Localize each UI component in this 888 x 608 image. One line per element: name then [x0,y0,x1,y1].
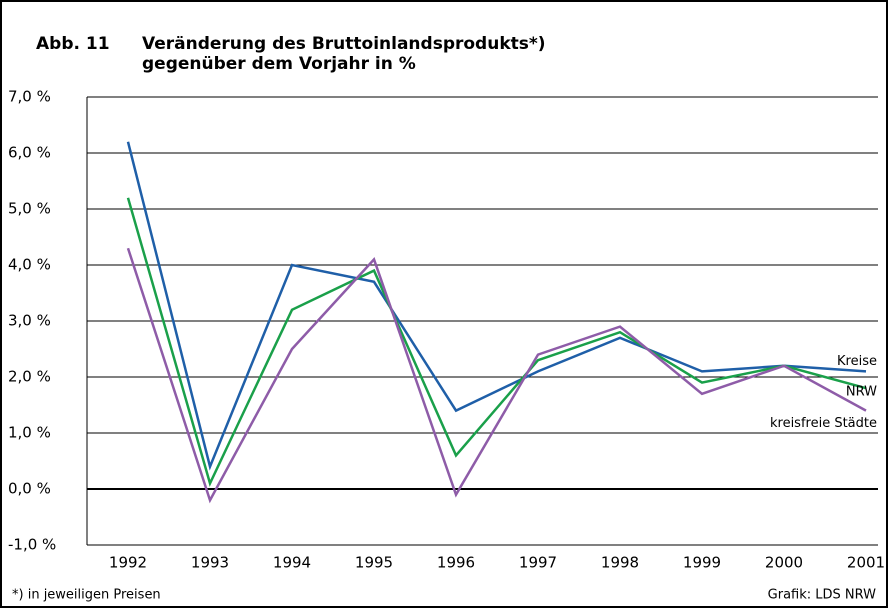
x-tick-label: 1996 [437,554,475,572]
y-tick-label: 1,0 % [8,424,51,442]
x-tick-label: 2001 [847,554,885,572]
figure-label: Abb. 11 [36,34,110,54]
x-tick-label: 1992 [109,554,147,572]
y-tick-label: 7,0 % [8,88,51,106]
y-tick-label: 0,0 % [8,480,51,498]
series-line [126,247,867,504]
x-tick-label: 2000 [765,554,803,572]
y-tick-label: 6,0 % [8,144,51,162]
x-tick-label: 1993 [191,554,229,572]
y-tick-label: 3,0 % [8,312,51,330]
x-tick-label: 1995 [355,554,393,572]
legend-label: Kreise [837,354,877,369]
x-tick-label: 1997 [519,554,557,572]
chart-subtitle: gegenüber dem Vorjahr in % [142,54,416,74]
source: Grafik: LDS NRW [768,588,876,603]
y-tick-label: -1,0 % [8,536,56,554]
footnote: *) in jeweiligen Preisen [12,588,161,603]
y-tick-label: 4,0 % [8,256,51,274]
chart-title: Veränderung des Bruttoinlandsprodukts*) [142,34,546,54]
series-line [126,141,867,471]
x-tick-label: 1998 [601,554,639,572]
series-line [126,197,867,487]
legend-label: NRW [846,385,877,400]
x-tick-label: 1994 [273,554,311,572]
y-tick-label: 5,0 % [8,200,51,218]
y-tick-label: 2,0 % [8,368,51,386]
x-tick-label: 1999 [683,554,721,572]
legend-label: kreisfreie Städte [770,416,877,431]
